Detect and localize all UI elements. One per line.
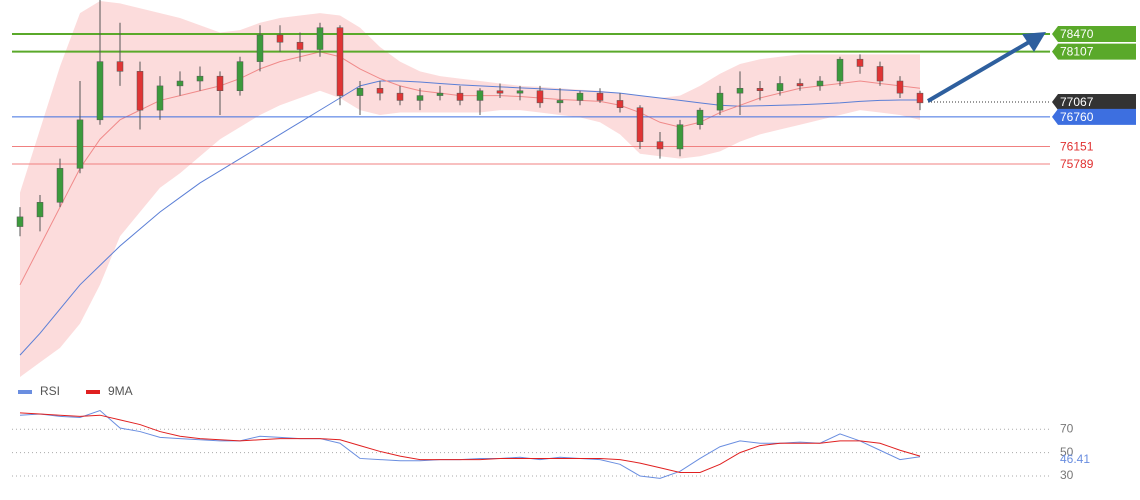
candle-body — [436, 92, 444, 96]
candle-body — [196, 75, 204, 82]
candle-body — [456, 92, 464, 101]
level-label: 76151 — [1060, 140, 1094, 154]
y-tick-label: 70 — [1060, 421, 1074, 435]
candle-body — [896, 80, 904, 94]
candle-body — [676, 124, 684, 150]
candle-body — [876, 66, 884, 82]
candle-body — [476, 90, 484, 101]
candle-body — [916, 92, 924, 104]
candle-body — [816, 80, 824, 87]
legend-label: 9MA — [108, 384, 133, 398]
candle-body — [276, 34, 284, 43]
level-label-box — [1052, 25, 1136, 42]
candle-body — [856, 58, 864, 67]
level-label: 76760 — [1060, 110, 1094, 124]
level-label-box — [1052, 43, 1136, 60]
candle-body — [736, 88, 744, 94]
trend-arrow — [926, 36, 1038, 103]
candle-body — [836, 58, 844, 82]
moving-average — [19, 51, 921, 286]
level-label: 77067 — [1060, 95, 1094, 109]
candle-body — [536, 90, 544, 104]
rsi-value-label: 46.41 — [1060, 452, 1090, 466]
candle-body — [496, 90, 504, 94]
candle-body — [56, 168, 64, 203]
candle-body — [416, 95, 424, 101]
candle-body — [696, 109, 704, 125]
candle-body — [556, 100, 564, 104]
candle-body — [656, 141, 664, 150]
candle-body — [796, 83, 804, 87]
rsi-panel: 30 50 70 RSI 9MA 46.41 — [12, 384, 1090, 482]
candle-body — [36, 202, 44, 218]
level-label: 78107 — [1060, 45, 1094, 59]
candle-body — [376, 88, 384, 94]
candle-body — [116, 61, 124, 72]
legend-swatch — [18, 390, 32, 394]
candle-body — [76, 119, 84, 169]
level-label-box — [1052, 108, 1136, 125]
candle-body — [776, 83, 784, 91]
candle-body — [716, 92, 724, 111]
indicator-line — [19, 412, 921, 473]
arrow-head — [1022, 32, 1046, 52]
candle-body — [616, 100, 624, 108]
candle-body — [256, 34, 264, 62]
candle-body — [176, 80, 184, 87]
candle-body — [516, 90, 524, 94]
y-tick-label: 50 — [1060, 445, 1074, 459]
candle-body — [16, 216, 24, 227]
candle-body — [636, 107, 644, 142]
candle-body — [296, 41, 304, 50]
candle-body — [356, 88, 364, 96]
candle-body — [336, 27, 344, 96]
candle-body — [576, 92, 584, 101]
candle-body — [156, 85, 164, 111]
candle-body — [316, 27, 324, 50]
candle-body — [216, 75, 224, 91]
bollinger-band — [20, 0, 920, 377]
candle-body — [596, 92, 604, 101]
legend-label: RSI — [40, 384, 60, 398]
candle-body — [756, 88, 764, 91]
y-tick-label: 30 — [1060, 468, 1074, 482]
legend-swatch — [86, 390, 100, 394]
candle-body — [396, 92, 404, 101]
candle-body — [96, 61, 104, 121]
level-label-box — [1052, 94, 1136, 111]
indicator-line — [19, 409, 921, 479]
candle-body — [236, 61, 244, 91]
candle-body — [136, 71, 144, 111]
level-label: 78470 — [1060, 27, 1094, 41]
level-label: 75789 — [1060, 157, 1094, 171]
moving-average — [19, 80, 920, 356]
